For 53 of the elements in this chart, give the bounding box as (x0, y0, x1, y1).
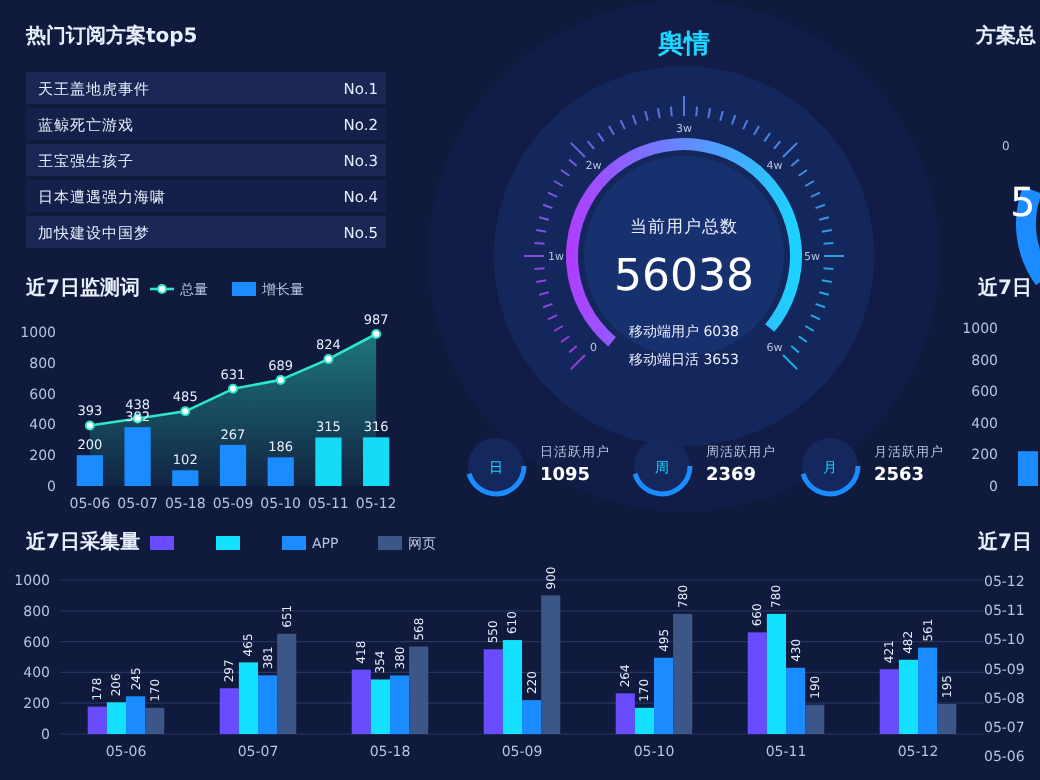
bar (124, 427, 151, 486)
bar (634, 707, 654, 734)
bar (937, 703, 957, 734)
bar (145, 707, 165, 734)
point (371, 329, 382, 339)
text: 当前用户总数 (630, 216, 738, 238)
text: 56038 (614, 252, 754, 302)
bar (370, 679, 390, 734)
text: 热门订阅方案top5 (24, 24, 198, 48)
bar (805, 704, 825, 734)
text: 2369 (706, 466, 757, 486)
bar (522, 700, 542, 734)
bar (541, 595, 561, 734)
point (275, 374, 286, 385)
bar (766, 613, 786, 734)
bar (363, 437, 390, 486)
point (180, 406, 191, 417)
bar (76, 455, 103, 486)
bar (126, 696, 146, 734)
bar (483, 649, 503, 734)
chart-title: 近7日采集量 (24, 530, 140, 554)
bar (879, 669, 899, 734)
bar (898, 659, 918, 734)
bar (673, 613, 693, 734)
text: 1095 (540, 466, 591, 486)
point (228, 383, 238, 394)
bar (315, 437, 342, 486)
point (323, 354, 334, 365)
text: 2563 (874, 466, 925, 486)
bar (502, 640, 522, 734)
bar (238, 662, 258, 734)
bar (106, 702, 126, 734)
point (84, 420, 95, 431)
chart-title: 近7日监测词 (24, 276, 140, 300)
bar (654, 657, 674, 734)
bar (351, 669, 371, 734)
bar (786, 667, 806, 734)
text: 近7日 (976, 530, 1032, 554)
bar (918, 647, 938, 734)
bar (267, 457, 294, 486)
bar (277, 633, 297, 734)
bar (747, 632, 767, 734)
bar (409, 646, 429, 734)
bar (219, 688, 239, 734)
chart-title: 近7日 (976, 276, 1032, 300)
bar (390, 675, 410, 734)
text: 舆情 (656, 30, 710, 60)
bar (172, 470, 199, 486)
bar (258, 675, 278, 734)
text: 方案总 (974, 24, 1038, 48)
bar (219, 444, 247, 486)
bar (615, 693, 635, 734)
bar (87, 706, 107, 734)
